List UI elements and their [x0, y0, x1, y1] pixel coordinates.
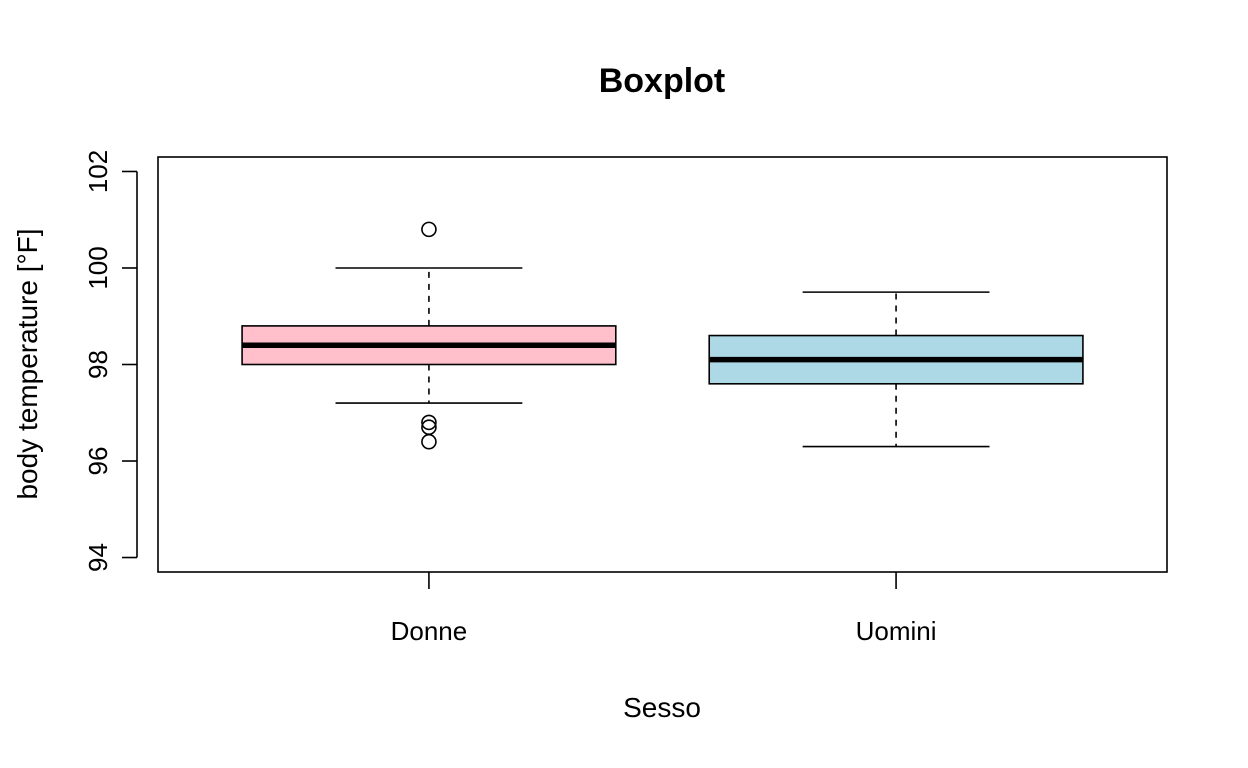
y-tick-label: 98 [83, 350, 113, 379]
y-tick-label: 94 [83, 543, 113, 572]
y-axis-label: body temperature [°F] [12, 228, 43, 499]
plot-frame [157, 156, 1168, 573]
outlier-point-donne [421, 221, 437, 238]
y-tick-label: 96 [83, 447, 113, 476]
outlier-point-donne [421, 414, 437, 431]
x-tick-label-donne: Donne [391, 616, 468, 646]
x-tick-label-uomini: Uomini [856, 616, 937, 646]
y-tick-label: 102 [83, 150, 113, 193]
outlier-point-donne [421, 433, 437, 450]
y-tick-label: 100 [83, 246, 113, 289]
chart-title: Boxplot [599, 62, 726, 100]
x-axis-label: Sesso [623, 692, 701, 723]
